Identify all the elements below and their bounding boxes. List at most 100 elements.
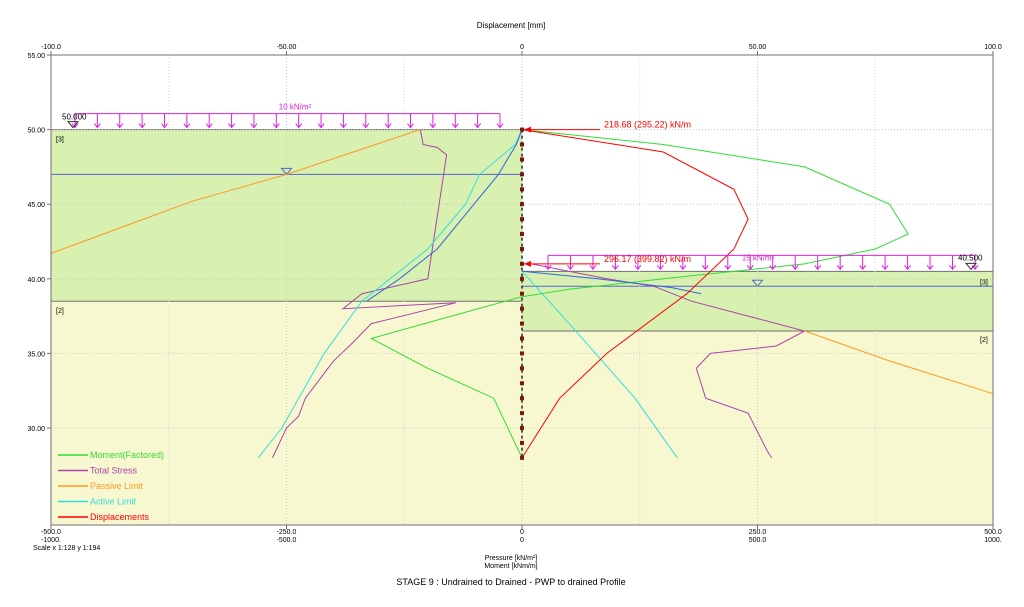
wall-node <box>520 321 524 326</box>
top-tick-label: -100.0 <box>41 44 61 51</box>
legend-label: Moment(Factored) <box>90 450 164 460</box>
wall-node <box>520 440 524 445</box>
left-water-table-marker <box>280 167 293 176</box>
left-surcharge-arrow <box>228 113 235 129</box>
left-surcharge-arrow <box>340 113 347 129</box>
bottom-tick-label-pressure: 0 <box>520 529 524 536</box>
series-line-displacements-9 <box>521 129 749 459</box>
series-line-total-stress-2 <box>531 263 806 459</box>
left-surcharge-arrow <box>161 113 168 129</box>
right-surcharge-arrow <box>679 255 687 271</box>
right-surcharge-arrow <box>612 255 619 271</box>
left-surcharge-arrow <box>429 113 437 129</box>
wall-node <box>520 336 524 341</box>
top-axis-label: Displacement [mm] <box>477 21 545 30</box>
wall-node <box>520 142 524 147</box>
bottom-tick-label-moment: -1000. <box>41 537 61 544</box>
right-surcharge-arrow <box>859 255 867 271</box>
x-axis-label-pressure: Pressure [kN/m²] <box>485 555 538 562</box>
wall-node <box>520 381 524 386</box>
left-bottom-layer-label: [2] <box>56 308 64 315</box>
legend-layer: Moment(Factored) Total Stress Passive Limi… <box>58 450 164 522</box>
right-surcharge-arrow <box>904 255 911 271</box>
legend-label: Active Limit <box>90 497 137 507</box>
legend-label: Passive Limit <box>90 481 144 491</box>
right-lower-soil-layer <box>522 331 993 525</box>
bottom-tick-label-pressure: 500.0 <box>984 529 1002 536</box>
series-line-active-limit-7 <box>366 129 523 302</box>
strut-lower-label: 296.17 (399.82) kN/m <box>604 254 691 264</box>
wall-node <box>520 426 524 431</box>
top-tick-label: 50.00 <box>749 44 767 51</box>
left-surcharge-arrow <box>250 113 258 129</box>
wall-node <box>520 202 524 207</box>
series-line-active-limit-6 <box>521 270 678 459</box>
y-tick-label: 50.00 <box>27 128 45 135</box>
series-line-passive-limit-3 <box>50 129 421 254</box>
wall-node <box>520 455 524 460</box>
right-surcharge-arrow <box>656 255 664 271</box>
y-tick-label: 40.00 <box>27 277 45 284</box>
left-surcharge-arrow <box>116 113 124 129</box>
bottom-tick-label-pressure: -250.0 <box>277 529 297 536</box>
right-surcharge-arrow <box>769 255 777 271</box>
chart-title: STAGE 9 : Undrained to Drained - PWP to … <box>396 577 625 587</box>
left-surcharge-arrow <box>183 113 191 129</box>
right-level-label: 40.500 <box>958 253 983 262</box>
left-surcharge-arrow <box>93 113 101 129</box>
wall-node <box>520 411 524 416</box>
right-surcharge-label: 15 kN/m² <box>742 253 775 262</box>
right-surcharge-arrow <box>926 255 934 271</box>
right-top-layer-label: [3] <box>980 279 988 286</box>
y-tick-label: 35.00 <box>27 351 45 358</box>
bottom-tick-label-pressure: 250.0 <box>749 529 767 536</box>
right-surcharge-arrow <box>567 255 574 271</box>
wall-node <box>520 217 524 222</box>
legend-label: Total Stress <box>90 466 138 476</box>
strut-upper-label: 218.68 (295.22) kN/m <box>604 120 691 130</box>
top-tick-label: 0 <box>520 44 524 51</box>
wall-node <box>520 172 524 177</box>
wall-node <box>520 157 524 162</box>
left-surcharge-arrow <box>362 113 370 129</box>
axis-layer: 55.00 50.00 45.00 40.00 35.00 30.00 -100.0 -50.… <box>27 44 1001 544</box>
right-surcharge-arrow <box>814 255 822 271</box>
legend-label: Displacements <box>90 512 150 522</box>
bottom-tick-label-moment: -500.0 <box>277 537 297 544</box>
wall-node <box>520 306 524 311</box>
left-level-label: 50.000 <box>62 113 87 122</box>
wall-node <box>520 276 524 281</box>
scale-text: Scale x 1:128 y 1:194 <box>33 545 100 552</box>
wall-node <box>520 261 524 266</box>
wall-node <box>520 366 524 371</box>
right-surcharge-arrow <box>634 255 642 271</box>
left-surcharge-arrow <box>496 113 504 129</box>
left-surcharge-arrow <box>205 113 213 129</box>
series-line-passive-limit-4 <box>804 330 994 395</box>
wall-node <box>520 291 524 296</box>
left-surcharge-arrow <box>407 113 414 129</box>
background-layer <box>51 129 993 525</box>
left-surcharge-arrow <box>451 113 459 129</box>
right-surcharge-arrow <box>949 255 956 271</box>
left-surcharge-arrow <box>295 113 303 129</box>
series-line-active-limit-8 <box>521 270 702 295</box>
y-tick-label: 55.00 <box>27 53 45 60</box>
left-surcharge-label: 10 kN/m² <box>279 103 312 112</box>
top-tick-label: 100.0 <box>984 44 1002 51</box>
left-level-marker <box>66 121 80 129</box>
wall-node <box>520 351 524 356</box>
series-layer <box>50 127 994 460</box>
bottom-tick-label-pressure: -500.0 <box>41 529 61 536</box>
left-surcharge-arrow <box>474 113 482 129</box>
left-upper-soil-layer <box>51 129 522 302</box>
right-surcharge-arrow <box>589 255 597 271</box>
right-level-marker <box>964 262 978 271</box>
series-line-active-limit-5 <box>257 129 523 459</box>
bottom-tick-label-moment: 500.0 <box>749 537 767 544</box>
series-line-total-stress-1 <box>271 129 457 459</box>
right-surcharge-arrow <box>836 255 844 271</box>
right-surcharge-arrow <box>881 255 889 271</box>
bottom-tick-label-moment: 0 <box>520 537 524 544</box>
